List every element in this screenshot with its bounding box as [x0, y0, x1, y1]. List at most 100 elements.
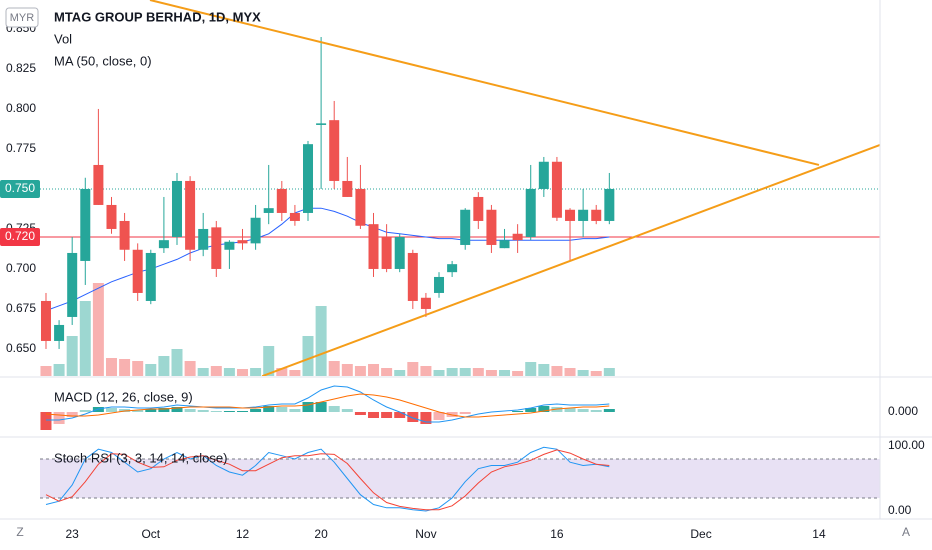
volume-bar — [341, 364, 353, 376]
volume-bar — [381, 368, 393, 376]
candle-body — [171, 180, 182, 237]
candle-body — [211, 227, 222, 269]
volume-bar — [577, 370, 589, 376]
candle-body — [329, 120, 340, 181]
y-tick-label: 0.700 — [6, 261, 36, 275]
volume-bar — [145, 364, 157, 376]
volume-bar — [525, 362, 537, 376]
y-tick-label: 0.000 — [888, 404, 918, 418]
volume-bar — [446, 368, 458, 376]
candle-body — [551, 161, 562, 218]
volume-bar — [564, 368, 576, 376]
auto-scale-button[interactable]: A — [902, 525, 910, 539]
candle-body — [289, 212, 300, 221]
toolbar-button[interactable] — [897, 524, 915, 542]
macd-histogram-bar — [512, 411, 524, 412]
macd-histogram-bar — [79, 410, 91, 412]
candle-body — [106, 204, 117, 229]
macd-histogram-bar — [368, 412, 380, 418]
volume-bar — [66, 336, 78, 376]
y-tick-label: 0.800 — [6, 101, 36, 115]
zoom-button[interactable]: Z — [16, 525, 23, 539]
candle-body — [224, 241, 235, 250]
stoch-band — [40, 458, 880, 498]
trend-line — [149, 0, 820, 166]
macd-histogram-bar — [538, 406, 550, 412]
macd-histogram-bar — [53, 412, 65, 424]
macd-histogram-bar — [223, 411, 235, 412]
volume-bar — [250, 368, 262, 376]
candle-body — [525, 188, 536, 237]
macd-line — [46, 385, 610, 423]
macd-histogram-bar — [564, 408, 576, 412]
volume-bar — [105, 358, 117, 376]
macd-histogram-bar — [315, 402, 327, 412]
macd-histogram-bar — [433, 412, 445, 420]
candle-body — [263, 208, 274, 213]
volume-bar — [263, 346, 275, 376]
candle-body — [237, 240, 248, 244]
currency-box[interactable] — [5, 7, 39, 28]
y-tick-label: 0.650 — [6, 341, 36, 355]
volume-bar — [472, 368, 484, 376]
overlay-layer: MYR MTAG GROUP BERHAD, 1D, MYX Vol MA (5… — [0, 7, 915, 542]
volume-bar — [315, 306, 327, 376]
macd-histogram-bar — [171, 407, 183, 412]
macd-histogram-bar — [250, 409, 262, 412]
macd-histogram-bar — [237, 411, 249, 412]
macd-histogram-bar — [40, 412, 52, 430]
candle-body — [132, 249, 143, 293]
volume-bar — [485, 370, 497, 376]
candle-body — [394, 236, 405, 269]
symbol-title: MTAG GROUP BERHAD, 1D, MYX — [54, 9, 261, 24]
macd-histogram-bar — [394, 412, 406, 418]
macd-legend[interactable]: MACD (12, 26, close, 9) — [54, 389, 193, 404]
volume-bar — [302, 336, 314, 376]
x-tick-label: 12 — [236, 527, 250, 541]
macd-histogram-bar — [354, 412, 366, 415]
volume-legend[interactable]: Vol — [54, 31, 72, 46]
volume-bar — [590, 371, 602, 376]
candle-body — [565, 209, 576, 221]
candle-body — [512, 233, 523, 241]
ma-legend[interactable]: MA (50, close, 0) — [54, 53, 152, 68]
last-price-label: 0.750 — [5, 181, 35, 195]
volume-bar — [197, 368, 209, 376]
macd-histogram-bar — [105, 408, 117, 412]
candle-body — [355, 188, 366, 226]
macd-histogram-bar — [420, 412, 432, 424]
macd-pane — [40, 385, 615, 430]
macd-histogram-bar — [603, 409, 615, 412]
last-price-badge — [0, 179, 40, 198]
toolbar-button[interactable] — [11, 524, 29, 542]
volume-bar — [512, 371, 524, 376]
candle-body — [538, 161, 549, 189]
y-tick-label: 100.00 — [888, 438, 925, 452]
y-tick-label: 0.775 — [6, 141, 36, 155]
x-tick-label: 23 — [66, 527, 80, 541]
macd-histogram-bar — [590, 410, 602, 412]
macd-histogram-bar — [210, 411, 222, 412]
macd-histogram-bar — [302, 402, 314, 412]
volume-bar — [223, 368, 235, 376]
candle-body — [93, 164, 104, 205]
macd-histogram-bar — [381, 412, 393, 418]
stoch-pane — [40, 446, 880, 512]
candle-body — [473, 196, 484, 221]
stoch-legend[interactable]: Stoch RSI (3, 3, 14, 14, close) — [54, 450, 227, 465]
candle-body — [145, 252, 156, 301]
candle-body — [303, 144, 314, 213]
macd-histogram-bar — [158, 408, 170, 412]
volume-bar — [92, 283, 104, 376]
candle-body — [434, 276, 445, 293]
candle-body — [499, 240, 510, 249]
stoch-d-line — [45, 449, 610, 511]
currency: MYR — [10, 12, 35, 24]
x-tick-label: Oct — [141, 527, 160, 541]
volume-bar — [368, 364, 380, 376]
y-tick-label: 0.00 — [888, 503, 912, 517]
stoch-k-line — [45, 446, 610, 512]
volume-bar — [210, 366, 222, 376]
